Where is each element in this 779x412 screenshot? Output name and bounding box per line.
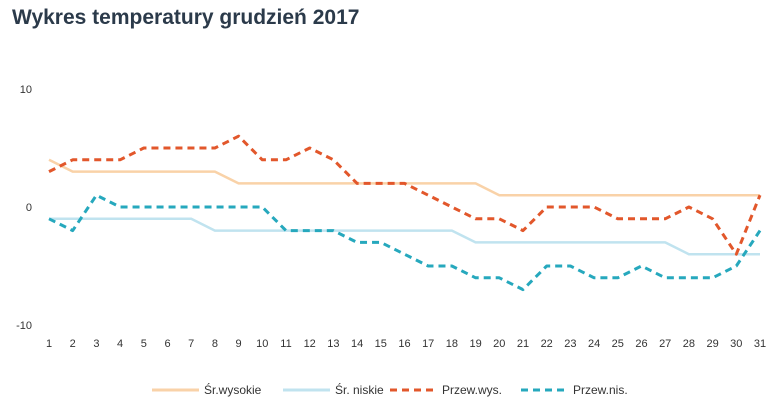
x-tick-label: 16 bbox=[398, 338, 410, 350]
chart-title: Wykres temperatury grudzień 2017 bbox=[12, 6, 360, 29]
x-tick-label: 3 bbox=[93, 338, 99, 350]
x-tick-label: 24 bbox=[588, 338, 600, 350]
x-tick-label: 2 bbox=[70, 338, 76, 350]
x-tick-label: 30 bbox=[730, 338, 742, 350]
x-tick-label: 20 bbox=[493, 338, 505, 350]
x-tick-label: 23 bbox=[564, 338, 576, 350]
y-tick-label: 0 bbox=[26, 202, 32, 214]
x-tick-label: 22 bbox=[541, 338, 553, 350]
x-tick-label: 27 bbox=[659, 338, 671, 350]
x-tick-label: 12 bbox=[304, 338, 316, 350]
x-tick-label: 1 bbox=[46, 338, 52, 350]
x-tick-label: 9 bbox=[236, 338, 242, 350]
x-tick-label: 21 bbox=[517, 338, 529, 350]
x-tick-label: 6 bbox=[164, 338, 170, 350]
x-tick-label: 26 bbox=[635, 338, 647, 350]
legend-item[interactable]: Przew.wys. bbox=[390, 383, 502, 397]
x-tick-label: 7 bbox=[188, 338, 194, 350]
legend-item[interactable]: Przew.nis. bbox=[521, 383, 628, 397]
x-tick-label: 18 bbox=[446, 338, 458, 350]
x-tick-label: 29 bbox=[706, 338, 718, 350]
legend[interactable]: Śr.wysokie Śr. niskie Przew.wys. Przew.nis. bbox=[152, 382, 628, 397]
y-tick-label: -10 bbox=[16, 320, 32, 332]
x-tick-label: 5 bbox=[141, 338, 147, 350]
legend-label: Śr.wysokie bbox=[204, 382, 262, 397]
x-tick-label: 11 bbox=[280, 338, 291, 350]
x-tick-label: 14 bbox=[351, 338, 363, 350]
series-line-przew-wys bbox=[48, 134, 762, 256]
x-tick-label: 10 bbox=[256, 338, 268, 350]
x-axis: 1 2 3 4 5 6 7 8 9 10 11 12 13 14 15 16 17 18 19 20 21 22 23 24 2… bbox=[46, 338, 766, 350]
x-tick-label: 8 bbox=[212, 338, 218, 350]
y-tick-label: 10 bbox=[20, 84, 32, 96]
legend-item[interactable]: Śr.wysokie bbox=[152, 382, 262, 397]
legend-label: Śr. niskie bbox=[335, 382, 384, 397]
x-tick-label: 15 bbox=[375, 338, 387, 350]
series-line-r-niskie bbox=[49, 217, 760, 256]
legend-label: Przew.nis. bbox=[573, 383, 628, 397]
x-tick-label: 19 bbox=[469, 338, 481, 350]
x-tick-label: 13 bbox=[327, 338, 339, 350]
legend-item[interactable]: Śr. niskie bbox=[283, 382, 384, 397]
x-tick-label: 28 bbox=[683, 338, 695, 350]
x-tick-label: 25 bbox=[612, 338, 624, 350]
x-tick-label: 31 bbox=[754, 338, 766, 350]
x-tick-label: 17 bbox=[422, 338, 434, 350]
y-axis: 10 0 -10 bbox=[16, 84, 32, 332]
series-lines bbox=[48, 134, 762, 292]
series-line-r-wysokie bbox=[48, 158, 760, 197]
x-tick-label: 4 bbox=[117, 338, 123, 350]
legend-label: Przew.wys. bbox=[442, 383, 502, 397]
